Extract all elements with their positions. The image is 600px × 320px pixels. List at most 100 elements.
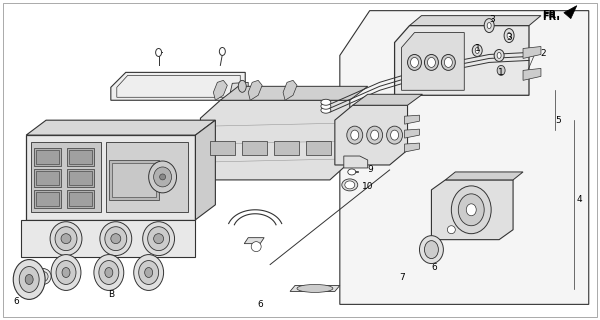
Ellipse shape [94, 255, 124, 291]
Ellipse shape [497, 65, 505, 76]
Text: 6: 6 [431, 263, 437, 272]
Polygon shape [106, 142, 188, 212]
Polygon shape [353, 94, 422, 105]
Ellipse shape [145, 268, 152, 277]
Ellipse shape [100, 222, 132, 256]
Text: 6: 6 [257, 300, 263, 309]
Ellipse shape [251, 242, 261, 252]
Ellipse shape [367, 126, 383, 144]
Ellipse shape [475, 47, 479, 53]
Polygon shape [244, 238, 264, 244]
Ellipse shape [99, 260, 119, 284]
Ellipse shape [487, 23, 491, 28]
Ellipse shape [391, 130, 398, 140]
Bar [67, 148, 94, 166]
Ellipse shape [494, 50, 504, 61]
Polygon shape [445, 172, 523, 180]
Polygon shape [200, 100, 350, 180]
Bar [69, 150, 92, 164]
Ellipse shape [458, 194, 484, 226]
Ellipse shape [407, 54, 421, 70]
Bar [34, 169, 61, 187]
Polygon shape [431, 180, 513, 240]
Ellipse shape [348, 169, 356, 175]
Ellipse shape [62, 268, 70, 277]
Polygon shape [283, 80, 297, 100]
Ellipse shape [56, 260, 76, 284]
Polygon shape [564, 6, 577, 19]
Ellipse shape [143, 222, 175, 256]
Polygon shape [401, 33, 464, 90]
Text: 2: 2 [540, 49, 545, 58]
Ellipse shape [35, 268, 51, 284]
Polygon shape [410, 16, 541, 26]
Ellipse shape [13, 260, 45, 300]
Ellipse shape [19, 267, 39, 292]
Text: 5: 5 [555, 116, 560, 125]
Polygon shape [335, 105, 407, 165]
Ellipse shape [451, 186, 491, 234]
Bar [109, 160, 158, 200]
Ellipse shape [472, 44, 482, 56]
Polygon shape [344, 156, 368, 168]
Ellipse shape [105, 268, 113, 277]
Ellipse shape [149, 161, 176, 193]
Ellipse shape [371, 130, 379, 140]
Polygon shape [230, 82, 248, 92]
Ellipse shape [139, 260, 158, 284]
Ellipse shape [55, 227, 77, 251]
Ellipse shape [105, 227, 127, 251]
Polygon shape [214, 80, 227, 100]
Bar [306, 141, 331, 155]
Polygon shape [404, 143, 419, 152]
Ellipse shape [61, 234, 71, 244]
Ellipse shape [424, 54, 439, 70]
Polygon shape [220, 86, 368, 100]
Ellipse shape [448, 226, 455, 234]
Bar [274, 141, 299, 155]
Ellipse shape [134, 255, 164, 291]
Ellipse shape [497, 52, 501, 59]
Text: FR.: FR. [542, 10, 560, 20]
Text: 9: 9 [368, 165, 373, 174]
Ellipse shape [342, 179, 358, 191]
Ellipse shape [445, 58, 452, 68]
Ellipse shape [419, 236, 443, 264]
Text: FR.: FR. [542, 12, 560, 22]
Polygon shape [26, 135, 196, 220]
Text: 1: 1 [475, 44, 481, 53]
Text: B: B [108, 290, 114, 299]
Ellipse shape [351, 130, 359, 140]
Ellipse shape [155, 49, 161, 56]
Polygon shape [404, 115, 419, 124]
Ellipse shape [25, 275, 33, 284]
Bar [211, 141, 235, 155]
Bar [67, 190, 94, 208]
Ellipse shape [424, 241, 439, 259]
Ellipse shape [154, 234, 164, 244]
Bar [36, 171, 59, 185]
Polygon shape [21, 220, 196, 257]
Bar [69, 171, 92, 185]
Polygon shape [26, 120, 215, 135]
Text: 10: 10 [362, 182, 373, 191]
Ellipse shape [238, 80, 246, 92]
Polygon shape [404, 129, 419, 138]
Text: 3: 3 [506, 33, 512, 42]
Polygon shape [523, 68, 541, 80]
Ellipse shape [297, 284, 333, 292]
Polygon shape [290, 285, 340, 292]
Ellipse shape [321, 103, 331, 109]
Bar [34, 190, 61, 208]
Ellipse shape [504, 28, 514, 43]
Polygon shape [248, 80, 262, 100]
Bar [34, 148, 61, 166]
Ellipse shape [220, 47, 226, 55]
Ellipse shape [427, 58, 436, 68]
Ellipse shape [321, 99, 331, 105]
Ellipse shape [410, 58, 418, 68]
Ellipse shape [51, 255, 81, 291]
Text: 6: 6 [13, 297, 19, 306]
Ellipse shape [160, 174, 166, 180]
Bar [67, 169, 94, 187]
